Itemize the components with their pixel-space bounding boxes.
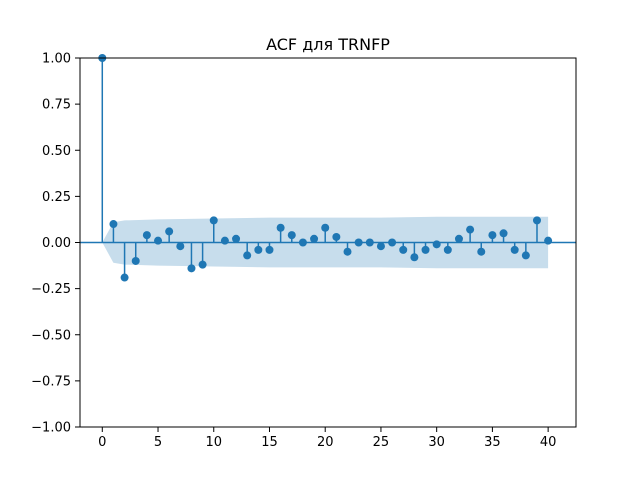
stem-marker-lag-35 [488, 231, 497, 240]
y-tick-label-1: 0.75 [42, 98, 71, 113]
stem-marker-lag-1 [109, 220, 118, 229]
stem-marker-lag-29 [421, 245, 430, 254]
stem-marker-lag-4 [142, 231, 151, 240]
y-tick-label-8: −1.00 [31, 421, 71, 436]
y-axis-ticks: 1.00 0.75 0.50 0.25 0.00 −0.25 −0.50 −0.75 −1.00 [31, 52, 80, 436]
y-tick-label-4: 0.00 [42, 236, 71, 251]
stem-marker-lag-13 [243, 251, 252, 260]
stems-layer [98, 54, 553, 282]
stem-marker-lag-10 [209, 216, 218, 225]
x-tick-label-15: 15 [261, 435, 278, 450]
y-tick-label-0: 1.00 [42, 52, 71, 67]
stem-marker-lag-15 [265, 245, 274, 254]
stem-marker-lag-24 [365, 238, 374, 247]
stem-marker-lag-25 [376, 242, 385, 251]
stem-marker-lag-17 [287, 231, 296, 240]
stem-marker-lag-37 [510, 245, 519, 254]
stem-marker-lag-21 [332, 232, 341, 241]
stem-marker-lag-39 [532, 216, 541, 225]
stem-marker-lag-9 [198, 260, 207, 269]
stem-marker-lag-2 [120, 273, 129, 282]
stem-marker-lag-7 [176, 242, 185, 251]
stem-marker-lag-11 [220, 236, 229, 245]
stem-marker-lag-36 [499, 229, 508, 238]
x-tick-label-0: 0 [98, 435, 106, 450]
stem-marker-lag-5 [154, 236, 163, 245]
stem-marker-lag-23 [354, 238, 363, 247]
stem-marker-lag-22 [343, 247, 352, 256]
stem-marker-lag-27 [399, 245, 408, 254]
stem-marker-lag-8 [187, 264, 196, 273]
stem-marker-lag-34 [477, 247, 486, 256]
stem-marker-lag-38 [521, 251, 530, 260]
stem-marker-lag-31 [443, 245, 452, 254]
x-tick-label-20: 20 [317, 435, 334, 450]
stem-marker-lag-32 [454, 234, 463, 243]
stem-marker-lag-40 [544, 236, 553, 245]
stem-marker-lag-20 [321, 223, 330, 232]
x-tick-label-30: 30 [428, 435, 445, 450]
y-tick-label-2: 0.50 [42, 144, 71, 159]
y-tick-label-5: −0.25 [31, 282, 71, 297]
x-tick-label-25: 25 [373, 435, 390, 450]
x-tick-label-40: 40 [540, 435, 557, 450]
stem-marker-lag-6 [165, 227, 174, 236]
chart-title: ACF для TRNFP [266, 35, 390, 54]
y-tick-label-6: −0.50 [31, 328, 71, 343]
x-tick-label-5: 5 [154, 435, 162, 450]
stem-marker-lag-3 [131, 256, 140, 265]
stem-marker-lag-14 [254, 245, 263, 254]
stem-marker-lag-33 [466, 225, 475, 234]
stem-marker-lag-12 [232, 234, 241, 243]
stem-marker-lag-28 [410, 253, 419, 262]
x-axis-ticks: 0 5 10 15 20 25 30 35 40 [98, 427, 556, 450]
y-tick-label-7: −0.75 [31, 374, 71, 389]
stem-marker-lag-30 [432, 240, 441, 249]
stem-marker-lag-18 [298, 238, 307, 247]
x-tick-label-35: 35 [484, 435, 501, 450]
stem-marker-lag-19 [310, 234, 319, 243]
y-tick-label-3: 0.25 [42, 190, 71, 205]
x-tick-label-10: 10 [205, 435, 222, 450]
stem-marker-lag-26 [388, 238, 397, 247]
stem-marker-lag-16 [276, 223, 285, 232]
